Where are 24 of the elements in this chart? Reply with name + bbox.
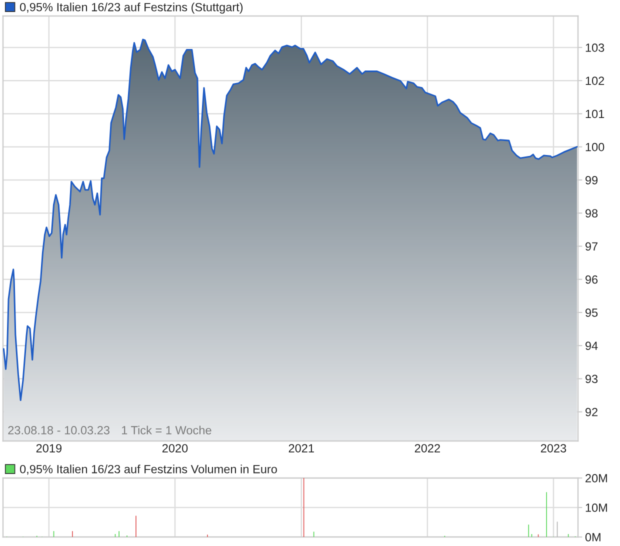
x-tick-label: 2020 [162,444,188,452]
y-tick-label: 92 [586,408,598,416]
y-tick-label: 101 [586,110,604,118]
x-tick-label: 2023 [540,444,566,452]
annotation: 1 Tick = 1 Woche [122,426,212,434]
y-tick-label: 95 [586,308,598,317]
y-tick-label: 93 [586,374,598,384]
y-tick-label: 102 [586,76,604,85]
y-tick-label: 20M [586,474,607,482]
legend-label: 0,95% Italien 16/23 auf Festzins (Stuttgart) [20,2,243,14]
y-tick-label: 103 [586,44,604,52]
annotation: 23.08.18 - 10.03.23 [8,426,110,434]
x-tick-label: 2021 [288,444,314,452]
x-tick-label: 2022 [414,444,440,452]
y-tick-label: 99 [586,176,598,184]
y-tick-label: 97 [586,242,598,251]
y-tick-label: 0M [585,533,600,542]
y-tick-label: 94 [586,342,598,350]
y-tick-label: 10M [586,504,607,512]
y-tick-label: 98 [586,209,598,218]
legend-label: 0,95% Italien 16/23 auf Festzins Volumen in Euro [20,464,277,475]
y-tick-label: 96 [586,275,598,284]
x-tick-label: 2019 [36,444,62,452]
y-tick-label: 100 [586,142,604,152]
